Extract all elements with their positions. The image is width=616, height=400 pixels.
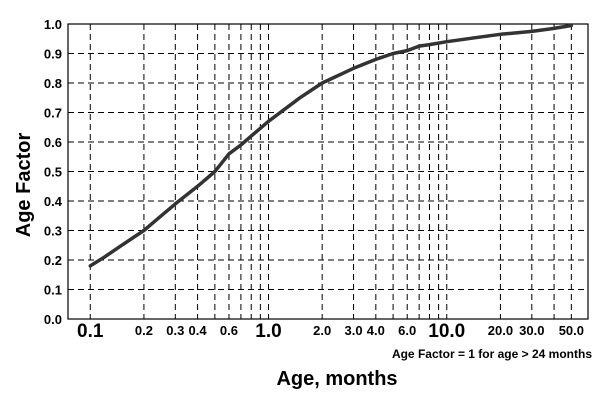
grid-lines	[68, 24, 588, 319]
y-tick-label: 0.4	[44, 194, 63, 209]
y-tick-label: 0.0	[44, 312, 62, 327]
x-tick-label: 0.4	[189, 323, 208, 338]
x-tick-label: 4.0	[367, 323, 385, 338]
y-tick-label: 0.2	[44, 253, 62, 268]
y-tick-label: 0.7	[44, 106, 62, 121]
y-axis-ticks: 0.0 0.1 0.2 0.3 0.4 0.5 0.6 0.7 0.8 0.9 1.0	[44, 17, 63, 327]
y-axis-title: Age Factor	[13, 133, 35, 238]
x-tick-label: 30.0	[519, 323, 544, 338]
x-tick-label: 1.0	[255, 321, 281, 342]
y-tick-label: 0.3	[44, 224, 62, 239]
x-tick-label: 50.0	[559, 323, 584, 338]
age-factor-note: Age Factor = 1 for age > 24 months	[392, 347, 592, 361]
y-tick-label: 0.9	[44, 47, 62, 62]
age-factor-line	[88, 23, 574, 268]
y-tick-label: 1.0	[44, 17, 62, 32]
plot-frame	[67, 23, 589, 320]
x-axis-ticks: 0.1 0.2 0.3 0.4 0.6 1.0 2.0 3.0 4.0 6.0 10.0 20.0 30…	[77, 321, 584, 342]
x-tick-label: 6.0	[398, 323, 416, 338]
x-tick-label: 3.0	[345, 323, 363, 338]
x-tick-label: 0.2	[135, 323, 153, 338]
y-tick-label: 0.5	[44, 165, 62, 180]
x-tick-label: 20.0	[488, 323, 513, 338]
y-tick-label: 0.1	[44, 283, 62, 298]
y-tick-label: 0.6	[44, 135, 62, 150]
x-tick-label: 2.0	[313, 323, 331, 338]
x-tick-label: 0.1	[77, 321, 104, 342]
y-tick-label: 0.8	[44, 76, 62, 91]
x-axis-title: Age, months	[276, 368, 397, 390]
x-tick-label: 0.3	[166, 323, 184, 338]
x-tick-label: 0.6	[220, 323, 238, 338]
x-tick-label: 10.0	[428, 321, 465, 342]
